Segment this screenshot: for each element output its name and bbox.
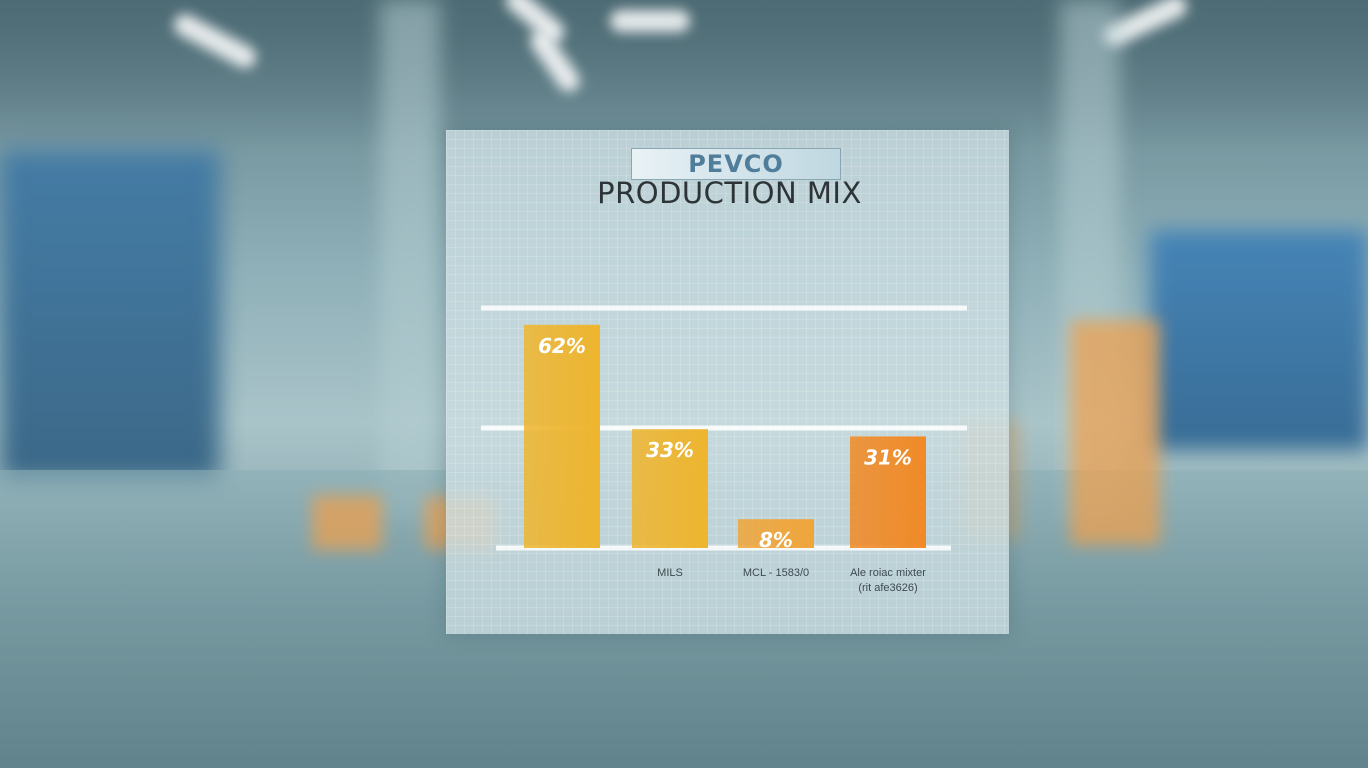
bar-chart: 62% 33% MILS 8% MCL - 1583/0 31% Ale roiac mix…	[481, 305, 967, 594]
data-label: 33%	[646, 438, 694, 462]
data-label: 62%	[538, 334, 586, 358]
category-label: (rit afe3626)	[858, 582, 917, 594]
data-label: 8%	[759, 528, 793, 552]
bar	[850, 436, 926, 548]
bar	[738, 519, 814, 548]
data-label: 31%	[864, 445, 912, 469]
category-label: Ale roiac mixter	[850, 567, 926, 579]
category-label: MCL - 1583/0	[743, 567, 809, 579]
machine	[1150, 230, 1368, 450]
bar	[524, 324, 600, 548]
brand-logo: PEVCO	[631, 148, 841, 180]
ceiling-light	[610, 10, 690, 32]
background-bar	[1070, 320, 1160, 545]
machine	[0, 150, 220, 480]
background-bar	[312, 495, 382, 550]
chart-panel: PEVCO PRODUCTION MIX 62% 33% MILS 8% MCL - 1…	[446, 130, 1009, 634]
pillar	[380, 0, 440, 520]
bar	[632, 429, 708, 548]
chart-title: PRODUCTION MIX	[597, 176, 862, 210]
category-label: MILS	[657, 567, 683, 579]
